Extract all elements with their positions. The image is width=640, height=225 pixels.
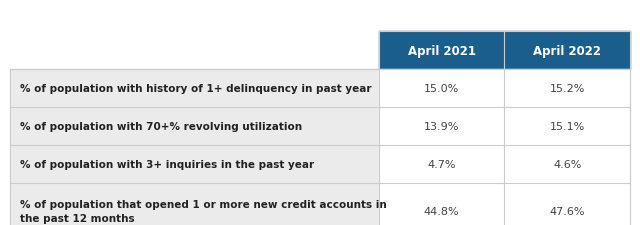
Text: 13.9%: 13.9% — [424, 122, 460, 131]
Bar — [10, 145, 379, 183]
Bar — [10, 32, 379, 70]
Bar — [379, 145, 504, 183]
Text: 15.1%: 15.1% — [550, 122, 585, 131]
Bar — [504, 145, 630, 183]
Bar — [10, 70, 630, 225]
Text: 15.2%: 15.2% — [550, 84, 585, 94]
Bar — [10, 108, 379, 145]
Bar — [379, 70, 504, 108]
Text: % of population with history of 1+ delinquency in past year: % of population with history of 1+ delin… — [20, 84, 371, 94]
Text: 4.7%: 4.7% — [428, 159, 456, 169]
Bar — [10, 183, 379, 225]
Text: % of population with 3+ inquiries in the past year: % of population with 3+ inquiries in the… — [20, 159, 314, 169]
Text: 15.0%: 15.0% — [424, 84, 460, 94]
Text: 4.6%: 4.6% — [553, 159, 581, 169]
Bar — [10, 70, 379, 108]
Text: April 2021: April 2021 — [408, 44, 476, 57]
Text: 47.6%: 47.6% — [550, 206, 585, 216]
Bar — [379, 108, 504, 145]
Bar — [504, 108, 630, 145]
Bar — [504, 183, 630, 225]
Bar — [504, 32, 630, 70]
Text: April 2022: April 2022 — [533, 44, 601, 57]
Bar — [379, 183, 504, 225]
Bar — [379, 32, 504, 70]
Text: 44.8%: 44.8% — [424, 206, 460, 216]
Text: % of population with 70+% revolving utilization: % of population with 70+% revolving util… — [20, 122, 302, 131]
Text: % of population that opened 1 or more new credit accounts in
the past 12 months: % of population that opened 1 or more ne… — [20, 200, 387, 223]
Bar — [504, 70, 630, 108]
